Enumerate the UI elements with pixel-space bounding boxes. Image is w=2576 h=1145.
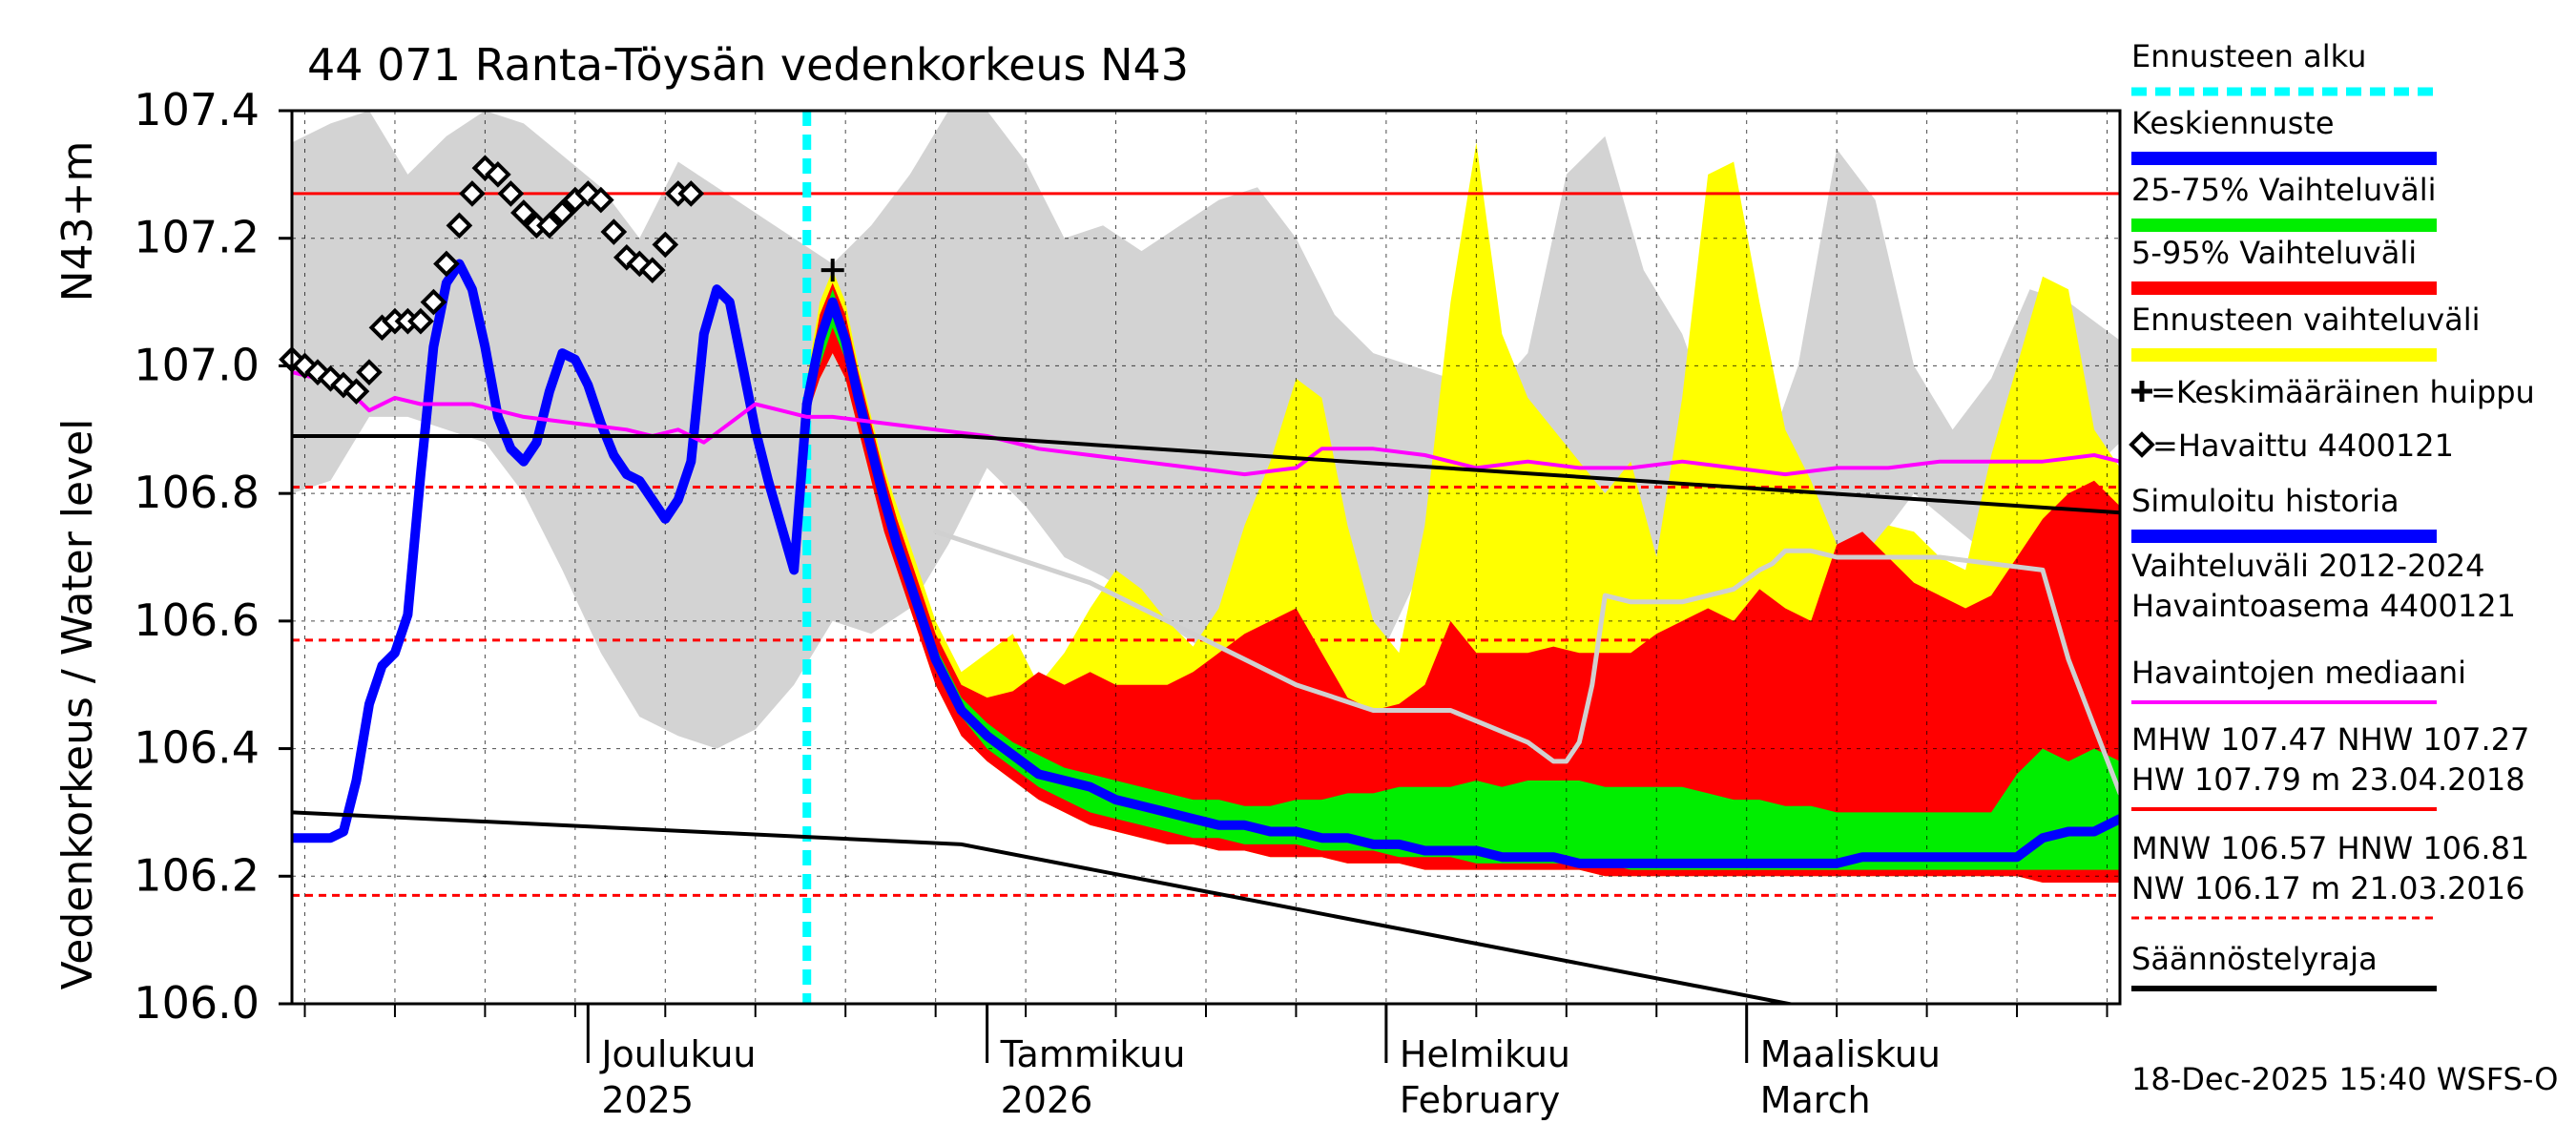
observed-point — [356, 359, 383, 385]
observed-point — [497, 180, 525, 207]
x-tick-label-year: 2026 — [1001, 1079, 1093, 1121]
y-axis-label: Vedenkorkeus / Water level — [53, 419, 102, 990]
observed-point — [343, 378, 370, 405]
series-keskiennuste — [801, 297, 2120, 868]
chart-title: 44 071 Ranta-Töysän vedenkorkeus N43 — [307, 39, 1189, 91]
y-tick-label: 106.6 — [134, 594, 260, 646]
legend-label: =Keskimääräinen huippu — [2150, 374, 2535, 410]
average-peak-marker — [821, 259, 844, 282]
legend-label: 5-95% Vaihteluväli — [2131, 235, 2417, 271]
legend-label: Vaihteluväli 2012-2024 — [2131, 548, 2485, 584]
legend-label: MNW 106.57 HNW 106.81 — [2131, 830, 2529, 866]
regulation-limit-line-2 — [292, 810, 1799, 1004]
x-tick-label-year: March — [1760, 1079, 1871, 1121]
observed-point — [407, 307, 434, 335]
observed-point — [677, 180, 705, 207]
legend-swatch — [2131, 381, 2152, 402]
y-tick-label: 107.0 — [134, 339, 260, 390]
y-tick-label: 107.2 — [134, 212, 260, 263]
legend-label: Ennusteen alku — [2131, 38, 2366, 74]
observed-point — [600, 219, 628, 245]
x-tick-label-year: 2025 — [601, 1079, 694, 1121]
legend-label: =Havaittu 4400121 — [2152, 427, 2454, 464]
observed-point — [549, 199, 576, 226]
x-tick-label-month: Joulukuu — [599, 1033, 756, 1075]
legend-label: Ennusteen vaihteluväli — [2131, 302, 2481, 338]
y-tick-label: 107.4 — [134, 84, 260, 135]
observed-point — [638, 257, 666, 283]
regulation-limit-line-1 — [292, 434, 2120, 515]
series-havaintojen-mediaani — [292, 370, 2120, 477]
y-tick-label: 106.4 — [134, 722, 260, 774]
observed-point — [459, 180, 486, 207]
observed-point — [317, 364, 344, 392]
observed-point — [536, 212, 563, 239]
legend-label: Havaintojen mediaani — [2131, 655, 2466, 691]
series-simuloitu-harmaa- — [933, 529, 2120, 796]
band-5-95-vaihteluv-li — [806, 282, 2120, 883]
y-tick-label: 106.2 — [134, 849, 260, 901]
observed-point — [588, 186, 614, 214]
legend-label: Havaintoasema 4400121 — [2131, 588, 2516, 624]
y-tick-label: 106.8 — [134, 467, 260, 518]
legend-label: Keskiennuste — [2131, 105, 2335, 141]
legend-label: MHW 107.47 NHW 107.27 — [2131, 721, 2529, 758]
y-tick-label: 106.0 — [134, 977, 260, 1029]
observed-point — [420, 288, 447, 316]
x-tick-label-month: Helmikuu — [1400, 1033, 1570, 1075]
legend-label: Säännöstelyraja — [2131, 941, 2378, 977]
footer-timestamp: 18-Dec-2025 15:40 WSFS-O — [2131, 1061, 2558, 1097]
legend-swatch — [2129, 431, 2155, 458]
observed-point — [446, 212, 473, 239]
y-axis-unit: N43+m — [53, 141, 102, 302]
series-simuloitu-historia — [292, 259, 812, 843]
observed-point — [652, 231, 679, 259]
x-tick-label-year: February — [1400, 1079, 1560, 1121]
legend-label: Simuloitu historia — [2131, 483, 2399, 519]
observed-point — [510, 199, 537, 226]
legend-label: HW 107.79 m 23.04.2018 — [2131, 761, 2525, 798]
legend-label: 25-75% Vaihteluväli — [2131, 172, 2436, 208]
observed-point — [433, 250, 460, 278]
observed-point — [291, 352, 319, 380]
x-tick-label-month: Tammikuu — [1000, 1033, 1186, 1075]
observed-point — [330, 371, 357, 399]
observed-point — [485, 161, 511, 188]
x-tick-label-month: Maaliskuu — [1760, 1033, 1941, 1075]
legend-label: NW 106.17 m 21.03.2016 — [2131, 870, 2524, 906]
